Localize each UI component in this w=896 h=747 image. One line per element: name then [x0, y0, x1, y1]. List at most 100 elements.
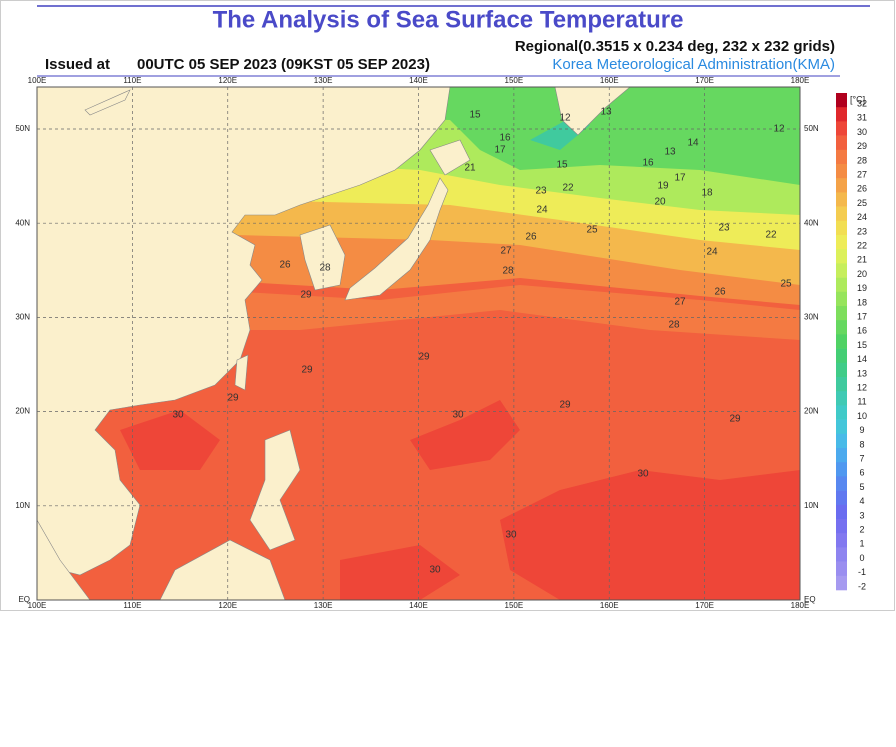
lon-label: 140E — [409, 601, 428, 610]
colorbar-cell — [836, 164, 847, 179]
contour-label: 27 — [674, 297, 686, 308]
lat-label: 40N — [15, 218, 30, 227]
contour-label: 29 — [300, 290, 312, 301]
map — [37, 87, 800, 600]
lon-label: 120E — [218, 76, 237, 85]
colorbar-cell — [836, 263, 847, 278]
contour-label: 29 — [301, 365, 313, 376]
colorbar-cell — [836, 93, 847, 108]
colorbar-cell — [836, 306, 847, 321]
contour-label: 15 — [556, 160, 568, 171]
colorbar-cell — [836, 206, 847, 222]
colorbar-cell — [836, 490, 847, 506]
colorbar-cell — [836, 135, 847, 151]
colorbar-cell — [836, 362, 847, 378]
contour-label: 25 — [780, 279, 792, 290]
colorbar-label: 14 — [857, 354, 867, 364]
colorbar-cell — [836, 476, 847, 491]
colorbar-label: 28 — [857, 155, 867, 165]
colorbar-label: 9 — [859, 425, 864, 435]
colorbar-cell — [836, 291, 847, 307]
regional: Regional(0.3515 x 0.234 deg, 232 x 232 g… — [515, 38, 835, 55]
lat-label: 30N — [804, 313, 819, 322]
colorbar-cell — [836, 462, 847, 477]
colorbar-label: 29 — [857, 141, 867, 151]
lat-label: 20N — [804, 407, 819, 416]
colorbar-cell — [836, 533, 847, 548]
contour-label: 24 — [536, 205, 548, 216]
colorbar-cell — [836, 433, 847, 449]
issued-label: Issued at — [45, 56, 110, 73]
colorbar-cell — [836, 561, 847, 577]
colorbar-label: 26 — [857, 184, 867, 194]
colorbar-label: 11 — [857, 397, 866, 407]
lon-label: 150E — [505, 601, 524, 610]
lat-label: 30N — [15, 313, 30, 322]
land — [37, 87, 631, 600]
lat-label: 40N — [804, 218, 819, 227]
colorbar-label: 16 — [857, 326, 867, 336]
contour-label: 18 — [701, 188, 713, 199]
colorbar-cell — [836, 419, 847, 435]
lon-label: 170E — [695, 76, 714, 85]
lon-label: 150E — [505, 76, 524, 85]
lon-label: 130E — [314, 76, 333, 85]
colorbar-label: 0 — [859, 553, 864, 563]
contour-label: 30 — [452, 410, 464, 421]
colorbar-label: 1 — [859, 539, 864, 549]
colorbar-cell — [836, 178, 847, 193]
colorbar-label: 5 — [859, 482, 864, 492]
contour-label: 29 — [729, 414, 741, 425]
frame — [0, 0, 895, 611]
lat-label: 20N — [15, 407, 30, 416]
lon-label: 100E — [28, 601, 47, 610]
colorbar-cell — [836, 334, 847, 349]
contour-label: 26 — [525, 232, 537, 243]
contour-label: 21 — [464, 163, 476, 174]
contour-label: 13 — [664, 147, 676, 158]
colorbar-label: 32 — [857, 98, 867, 108]
lat-label: 10N — [804, 501, 819, 510]
colorbar-cell — [836, 348, 847, 364]
colorbar-label: 25 — [857, 198, 867, 208]
colorbar-label: 24 — [857, 212, 867, 222]
colorbar-cell — [836, 448, 847, 463]
colorbar-label: 27 — [857, 169, 867, 179]
lat-label: 50N — [15, 124, 30, 133]
lon-label: 170E — [695, 601, 714, 610]
contour-label: 17 — [674, 173, 686, 184]
lon-label: 100E — [28, 76, 47, 85]
colorbar-label: 15 — [857, 340, 867, 350]
lon-label: 160E — [600, 76, 619, 85]
colorbar-cell — [836, 405, 847, 420]
colorbar-label: 20 — [857, 269, 867, 279]
warm-pool — [120, 410, 220, 470]
contour-label: 19 — [657, 181, 669, 192]
contour-label: 29 — [559, 400, 571, 411]
contour-label: 29 — [418, 352, 430, 363]
colorbar-cell — [836, 504, 847, 520]
colorbar-unit: [°C] — [850, 94, 865, 104]
lat-label: 50N — [804, 124, 819, 133]
contour-label: 30 — [172, 410, 184, 421]
lon-label: 110E — [123, 601, 141, 610]
lon-label: 110E — [123, 76, 141, 85]
colorbar-cell — [836, 249, 847, 264]
contour-label: 23 — [535, 186, 547, 197]
lon-label: 130E — [314, 601, 333, 610]
contour-label: 28 — [502, 266, 514, 277]
graticule — [37, 87, 800, 600]
lon-label: 140E — [409, 76, 428, 85]
colorbar-label: 18 — [857, 297, 867, 307]
contour-label: 15 — [469, 110, 481, 121]
colorbar-cell — [836, 547, 847, 562]
contour-label: 30 — [505, 530, 517, 541]
contour-label: 27 — [500, 246, 512, 257]
contour-label: 29 — [227, 393, 239, 404]
lon-label: 120E — [218, 601, 237, 610]
warm-pool — [410, 400, 520, 470]
colorbar-label: 4 — [859, 496, 864, 506]
colorbar-label: 6 — [859, 468, 864, 478]
colorbar-label: 8 — [859, 439, 864, 449]
colorbar-label: 21 — [857, 255, 867, 265]
